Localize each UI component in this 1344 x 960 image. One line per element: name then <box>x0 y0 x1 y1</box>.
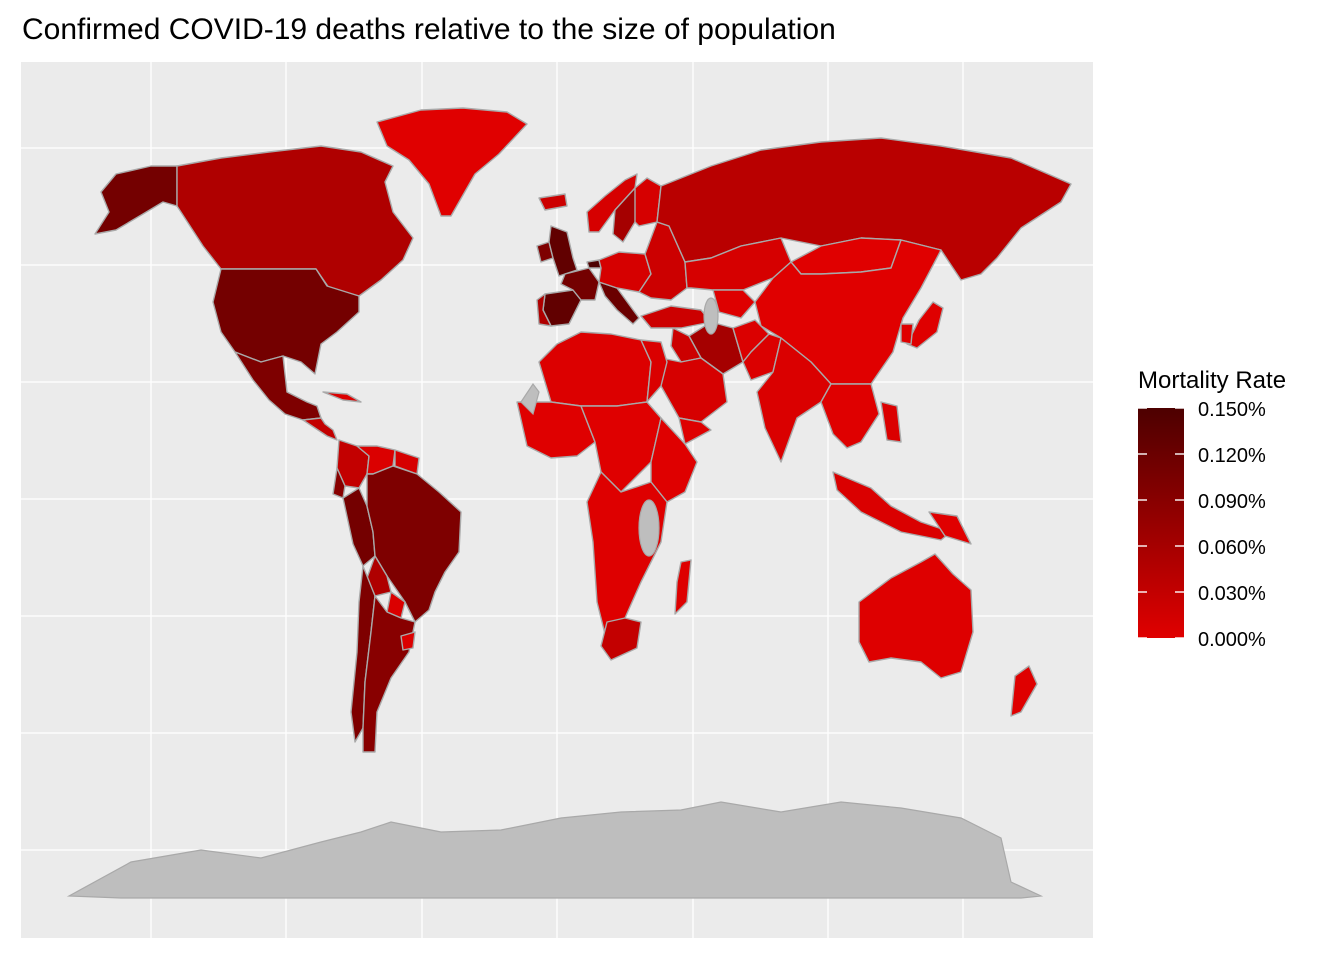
Antarctica <box>66 801 1044 899</box>
Portugal <box>536 293 552 327</box>
Greenland <box>376 107 528 217</box>
Iceland <box>538 193 568 211</box>
Madagascar <box>674 559 692 615</box>
Southeast Asia <box>820 383 880 449</box>
legend: Mortality Rate 0.150% 0.120% 0.090% 0.06… <box>1138 366 1338 656</box>
Mexico <box>234 351 322 421</box>
legend-title: Mortality Rate <box>1138 367 1287 394</box>
Japan <box>906 301 944 349</box>
Caspian Sea <box>703 297 719 335</box>
East Africa <box>650 417 698 503</box>
Yemen <box>678 417 712 445</box>
legend-tick-label: 0.150% <box>1198 399 1266 421</box>
Brazil <box>366 465 462 623</box>
Saudi Arabia <box>660 357 728 423</box>
New Zealand <box>1010 665 1038 717</box>
Philippines <box>880 401 902 443</box>
legend-tick-label: 0.030% <box>1198 583 1266 605</box>
Canada <box>176 145 414 297</box>
Uruguay <box>400 631 416 651</box>
world-map <box>21 62 1093 938</box>
legend-tick-label: 0.120% <box>1198 445 1266 467</box>
Papua New Guinea <box>928 511 972 545</box>
Western Sahara <box>520 382 540 416</box>
legend-tick-label: 0.060% <box>1198 537 1266 559</box>
Cuba <box>322 391 362 403</box>
France <box>560 267 600 301</box>
Bolivia <box>366 555 392 597</box>
Australia <box>858 553 974 679</box>
Alaska (USA) <box>94 165 178 235</box>
United States <box>212 268 360 375</box>
China <box>754 239 942 385</box>
South Korea <box>900 323 914 345</box>
Egypt <box>640 339 668 403</box>
legend-tick-label: 0.000% <box>1198 629 1266 651</box>
Central Asia <box>712 289 756 319</box>
no-data-regions <box>66 297 1044 899</box>
West Africa <box>516 401 596 459</box>
South Africa <box>600 617 642 661</box>
Central America <box>302 417 338 441</box>
legend-colorbar <box>1138 408 1184 638</box>
chart-title: Confirmed COVID-19 deaths relative to th… <box>22 13 836 46</box>
Lake Victoria <box>638 499 660 557</box>
India <box>756 337 832 463</box>
legend-tick-label: 0.090% <box>1198 491 1266 513</box>
